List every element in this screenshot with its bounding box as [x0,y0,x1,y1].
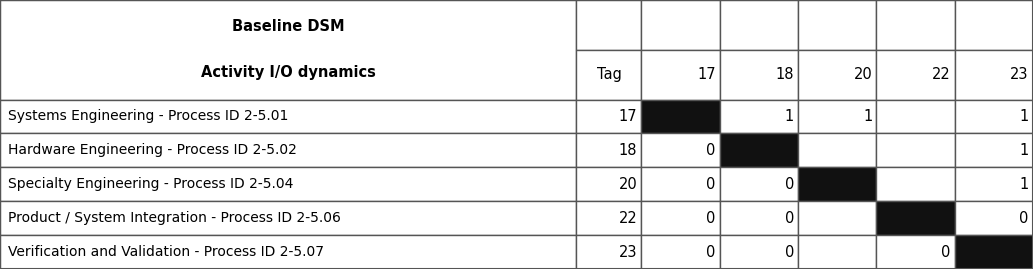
Bar [720,235,799,269]
Bar [720,0,799,50]
Text: 23: 23 [619,245,637,260]
Text: 0: 0 [707,211,716,226]
Text: Specialty Engineering - Process ID 2-5.04: Specialty Engineering - Process ID 2-5.0… [8,177,293,191]
Bar [0,167,576,201]
Text: Baseline DSM: Baseline DSM [231,19,345,34]
Bar [954,50,1033,100]
Bar [576,100,641,133]
Text: Hardware Engineering - Process ID 2-5.02: Hardware Engineering - Process ID 2-5.02 [8,143,298,157]
Bar [799,133,876,167]
Bar [0,201,576,235]
Bar [799,201,876,235]
Text: 18: 18 [619,143,637,158]
Text: 0: 0 [785,245,794,260]
Text: Systems Engineering - Process ID 2-5.01: Systems Engineering - Process ID 2-5.01 [8,109,288,123]
Bar [641,201,720,235]
Text: 17: 17 [619,109,637,124]
Bar [641,133,720,167]
Text: Activity I/O dynamics: Activity I/O dynamics [200,65,376,80]
Bar [720,201,799,235]
Text: 0: 0 [1020,211,1029,226]
Bar [799,50,876,100]
Text: 18: 18 [776,67,794,82]
Bar [720,50,799,100]
Bar [0,133,576,167]
Bar [720,133,799,167]
Text: 0: 0 [785,177,794,192]
Bar [954,133,1033,167]
Bar [799,235,876,269]
Text: Tag: Tag [596,67,622,82]
Bar [954,100,1033,133]
Bar [0,0,576,100]
Bar [799,0,876,50]
Text: 22: 22 [619,211,637,226]
Bar [799,167,876,201]
Text: Product / System Integration - Process ID 2-5.06: Product / System Integration - Process I… [8,211,341,225]
Bar [0,100,576,133]
Text: 1: 1 [863,109,872,124]
Text: 1: 1 [785,109,794,124]
Text: 22: 22 [932,67,950,82]
Bar [954,235,1033,269]
Bar [720,100,799,133]
Bar [641,235,720,269]
Bar [799,100,876,133]
Text: 17: 17 [697,67,716,82]
Bar [576,0,577,100]
Bar [576,0,641,50]
Text: 0: 0 [941,245,950,260]
Bar [876,100,954,133]
Bar [576,167,641,201]
Text: Verification and Validation - Process ID 2-5.07: Verification and Validation - Process ID… [8,245,324,259]
Text: 0: 0 [707,143,716,158]
Bar [954,0,1033,50]
Bar [641,50,720,100]
Bar [576,201,641,235]
Bar [876,167,954,201]
Text: 20: 20 [853,67,872,82]
Bar [954,201,1033,235]
Bar [876,235,954,269]
Text: 1: 1 [1020,109,1029,124]
Text: 0: 0 [785,211,794,226]
Bar [576,235,641,269]
Text: 20: 20 [619,177,637,192]
Text: 0: 0 [707,177,716,192]
Bar [876,201,954,235]
Text: 1: 1 [1020,143,1029,158]
Bar [641,100,720,133]
Bar [641,167,720,201]
Bar [576,50,641,100]
Bar [576,133,641,167]
Text: 0: 0 [707,245,716,260]
Bar [876,0,954,50]
Bar [876,133,954,167]
Bar [876,50,954,100]
Text: 1: 1 [1020,177,1029,192]
Text: 23: 23 [1010,67,1029,82]
Bar [720,167,799,201]
Bar [641,0,720,50]
Bar [954,167,1033,201]
Bar [0,235,576,269]
